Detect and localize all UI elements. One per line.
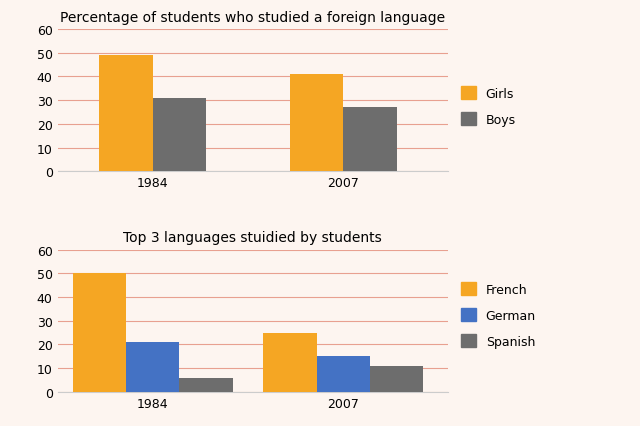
- Bar: [263, 333, 317, 392]
- Bar: [370, 366, 423, 392]
- Bar: [343, 108, 397, 172]
- Legend: Girls, Boys: Girls, Boys: [461, 86, 516, 127]
- Bar: [290, 75, 343, 172]
- Bar: [126, 342, 179, 392]
- Bar: [73, 273, 126, 392]
- Bar: [99, 56, 153, 172]
- Title: Percentage of students who studied a foreign language: Percentage of students who studied a for…: [60, 11, 445, 25]
- Bar: [179, 378, 233, 392]
- Bar: [153, 98, 206, 172]
- Title: Top 3 languages stuidied by students: Top 3 languages stuidied by students: [124, 230, 382, 245]
- Legend: French, German, Spanish: French, German, Spanish: [461, 282, 536, 348]
- Bar: [317, 357, 370, 392]
